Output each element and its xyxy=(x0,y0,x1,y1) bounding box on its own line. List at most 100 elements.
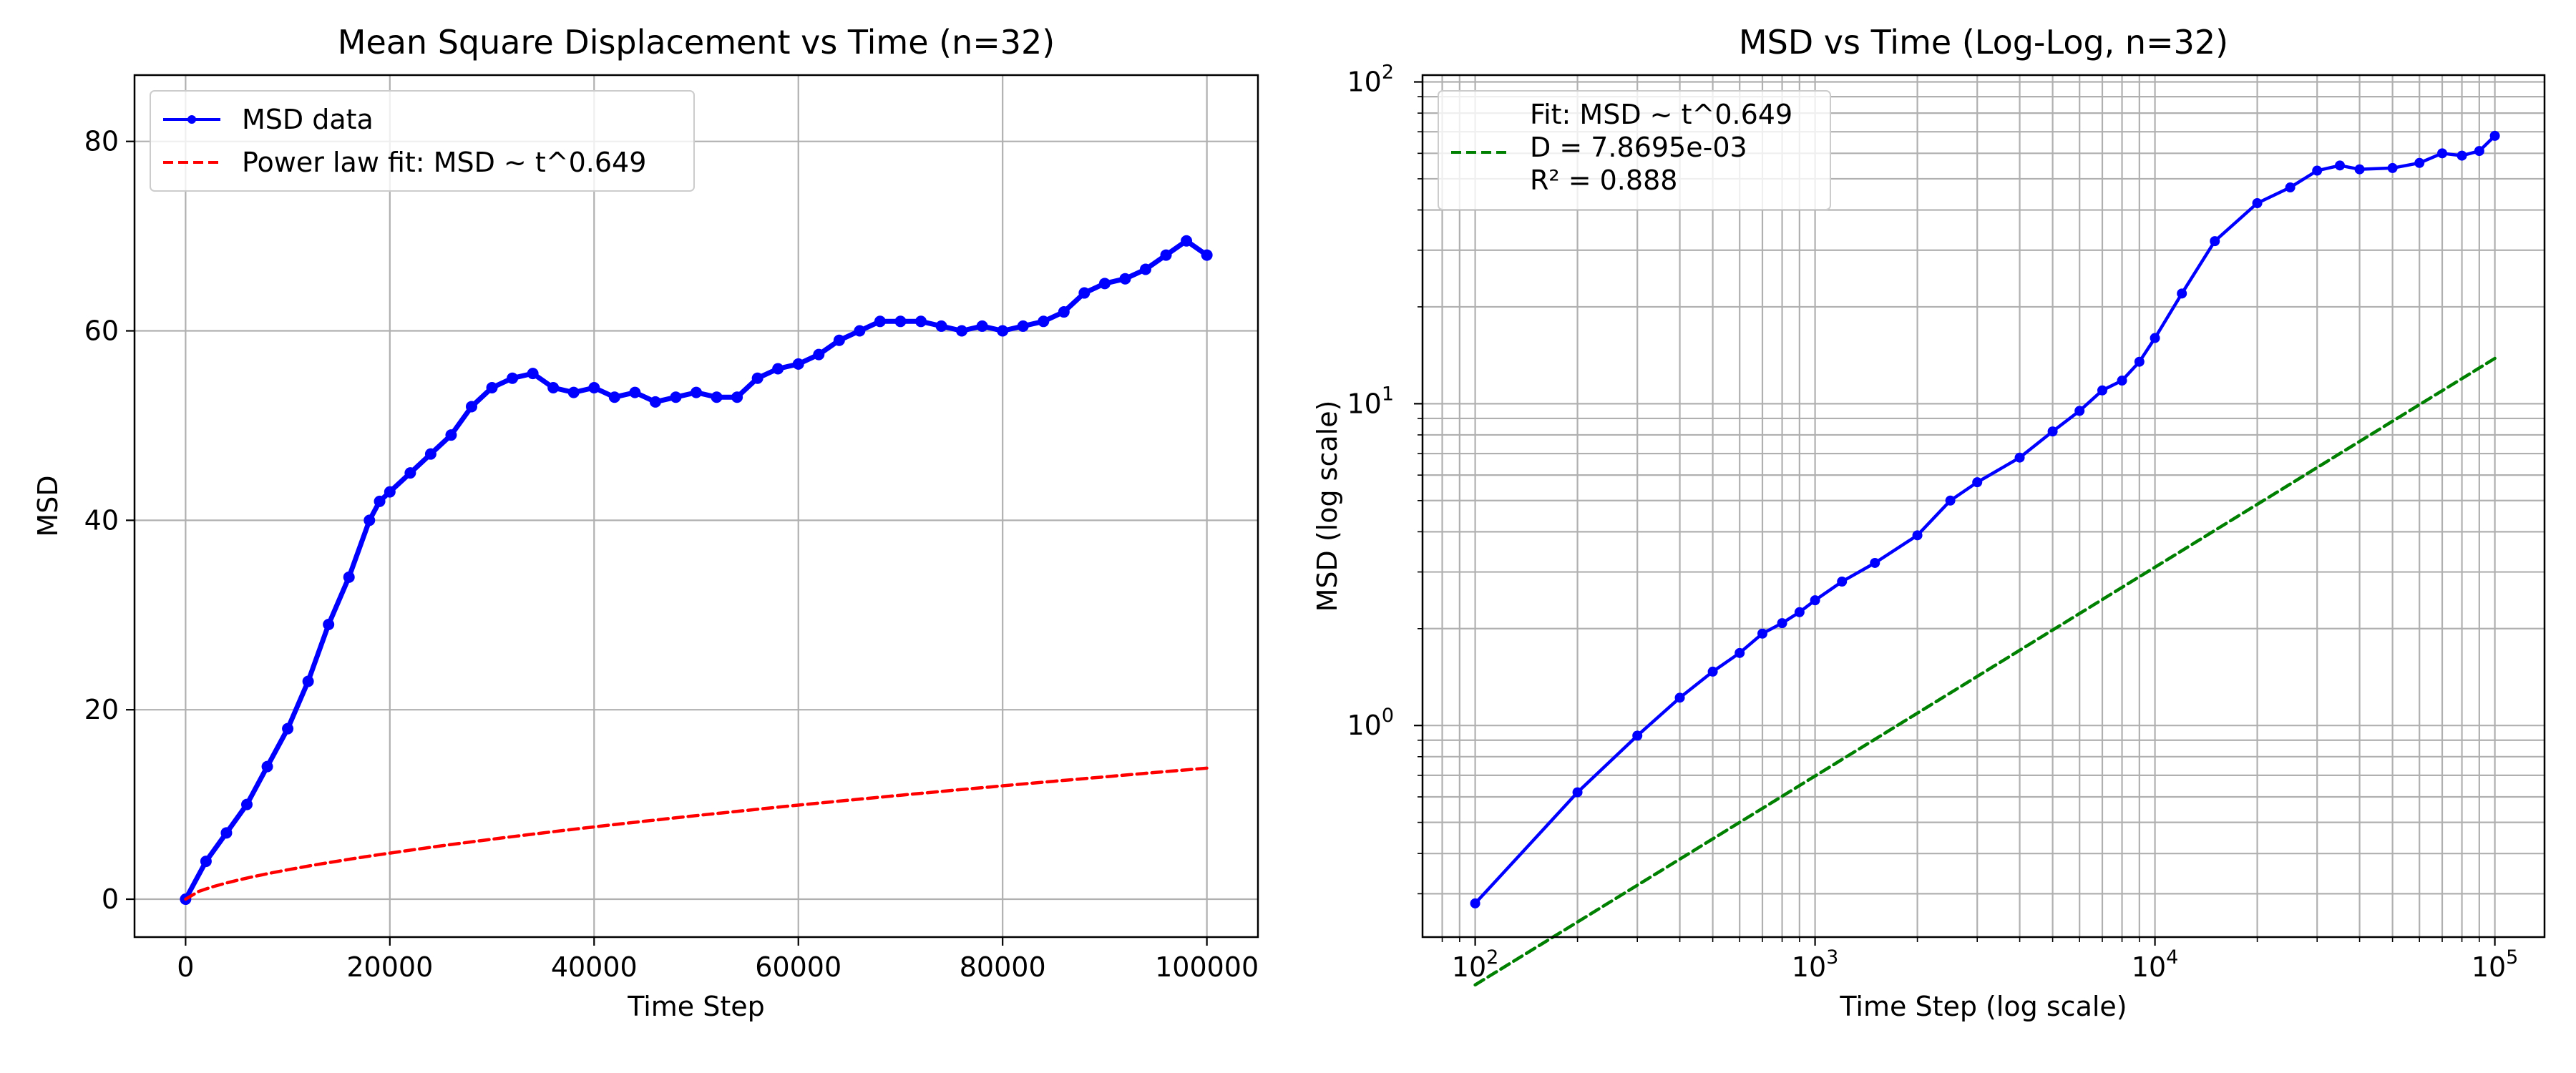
msd-data-point xyxy=(2285,182,2296,193)
msd-data-point xyxy=(2177,288,2187,299)
left-plot-area xyxy=(135,75,1258,937)
msd-data-point xyxy=(2252,198,2263,209)
msd-data-point xyxy=(1119,273,1131,285)
right-legend-box xyxy=(1438,90,1831,210)
msd-data-point xyxy=(384,486,396,498)
msd-data-point xyxy=(2387,162,2398,173)
msd-data-point xyxy=(2437,148,2448,159)
msd-data-point xyxy=(915,315,927,328)
right-axes-frame xyxy=(1421,74,2546,939)
x-tick-label: 40000 xyxy=(551,951,638,983)
right-chart-title: MSD vs Time (Log-Log, n=32) xyxy=(1739,23,2228,62)
msd-data-point xyxy=(404,467,416,479)
msd-data-point xyxy=(282,722,294,735)
x-tick-label: 100000 xyxy=(1155,951,1259,983)
msd-data-point xyxy=(486,381,498,393)
y-tick-label: 101 xyxy=(1347,383,1394,419)
msd-data-point xyxy=(261,760,273,773)
legend-label-fit-d: D = 7.8695e-03 xyxy=(1530,132,1747,163)
msd-data-point xyxy=(997,325,1009,337)
msd-data-point xyxy=(935,320,947,332)
left-ticks: 0 20000 40000 60000 80000 100000 0 20 40 60 80 xyxy=(84,126,1259,983)
msd-data-point xyxy=(1837,577,1848,587)
msd-data-point xyxy=(343,571,355,583)
x-tick-label: 80000 xyxy=(960,951,1046,983)
msd-data-point xyxy=(1201,249,1213,261)
left-data xyxy=(180,235,1213,906)
msd-data-point xyxy=(1038,315,1050,328)
msd-data-point xyxy=(241,798,253,810)
msd-data-point xyxy=(1810,595,1820,606)
msd-data-point xyxy=(1912,530,1923,541)
right-data xyxy=(1470,130,2500,987)
left-x-axis-label: Time Step xyxy=(627,991,765,1022)
msd-data-point xyxy=(1735,647,1745,658)
msd-data-point xyxy=(220,827,233,839)
msd-data-point xyxy=(1181,235,1193,247)
msd-data-point xyxy=(2014,452,2025,463)
msd-data-point xyxy=(813,348,825,361)
msd-data-point xyxy=(2335,160,2346,171)
msd-data-point xyxy=(1757,628,1768,639)
left-legend: MSD data Power law fit: MSD ~ t^0.649 xyxy=(150,90,695,192)
msd-data-point xyxy=(466,401,477,413)
msd-data-point xyxy=(2117,376,2127,386)
legend-label-fit-exponent: Fit: MSD ~ t^0.649 xyxy=(1530,99,1792,130)
msd-data-line xyxy=(182,238,1210,902)
linear-msd-panel: 0 20000 40000 60000 80000 100000 0 20 40 60 80 Mea… xyxy=(32,23,1259,1022)
msd-data-point xyxy=(1078,287,1091,299)
msd-data-point xyxy=(751,372,763,384)
msd-data-point xyxy=(527,368,539,380)
msd-data-point xyxy=(507,372,519,384)
msd-data-point xyxy=(2489,130,2500,141)
msd-data-point xyxy=(2474,146,2484,157)
right-legend: Fit: MSD ~ t^0.649 D = 7.8695e-03 R² = 0… xyxy=(1438,90,1831,210)
msd-data-point xyxy=(567,386,580,398)
msd-data-point xyxy=(1470,898,1480,908)
msd-data-point xyxy=(649,396,661,408)
msd-data-point xyxy=(2414,157,2425,168)
legend-label-fit-r2: R² = 0.888 xyxy=(1530,165,1677,196)
msd-data-point xyxy=(1160,249,1172,261)
msd-data-point xyxy=(1632,730,1643,741)
msd-data-point xyxy=(2210,236,2220,247)
msd-data-point xyxy=(1794,607,1805,617)
x-tick-label: 60000 xyxy=(755,951,841,983)
y-tick-label: 80 xyxy=(84,126,119,157)
msd-data-point xyxy=(374,495,386,507)
msd-data-point xyxy=(894,315,907,328)
msd-data-point xyxy=(1140,263,1151,275)
left-chart-title: Mean Square Displacement vs Time (n=32) xyxy=(338,23,1055,62)
msd-data-point xyxy=(1972,477,1983,488)
msd-data-point xyxy=(976,320,988,332)
msd-data-point xyxy=(608,391,620,403)
msd-data-point xyxy=(323,619,335,631)
msd-data-point xyxy=(445,429,457,441)
x-tick-label: 0 xyxy=(177,951,194,983)
right-grid xyxy=(1423,75,2545,937)
msd-data-point xyxy=(1017,320,1029,332)
msd-data-point xyxy=(1870,557,1880,568)
msd-data-point xyxy=(956,325,968,337)
msd-data-point xyxy=(2074,406,2085,416)
msd-data-point xyxy=(1674,692,1685,703)
msd-data-point xyxy=(772,363,784,375)
msd-data-point xyxy=(629,386,641,398)
power-law-fit-line xyxy=(1473,356,2497,987)
msd-data-point xyxy=(2354,164,2365,175)
msd-data-point xyxy=(1058,306,1070,318)
right-y-axis-label: MSD (log scale) xyxy=(1312,401,1343,612)
msd-data-point xyxy=(833,334,845,346)
msd-data-point xyxy=(2150,333,2160,343)
msd-data-point xyxy=(711,391,723,403)
left-y-axis-label: MSD xyxy=(32,475,64,536)
msd-data-point xyxy=(854,325,866,337)
legend-label-power-law-fit: Power law fit: MSD ~ t^0.649 xyxy=(242,147,646,178)
msd-data-point xyxy=(1572,787,1583,798)
x-tick-label: 20000 xyxy=(346,951,433,983)
y-tick-label: 60 xyxy=(84,315,119,347)
msd-data-point xyxy=(1777,618,1787,629)
x-tick-label: 105 xyxy=(2472,946,2519,983)
msd-data-point xyxy=(874,315,886,328)
